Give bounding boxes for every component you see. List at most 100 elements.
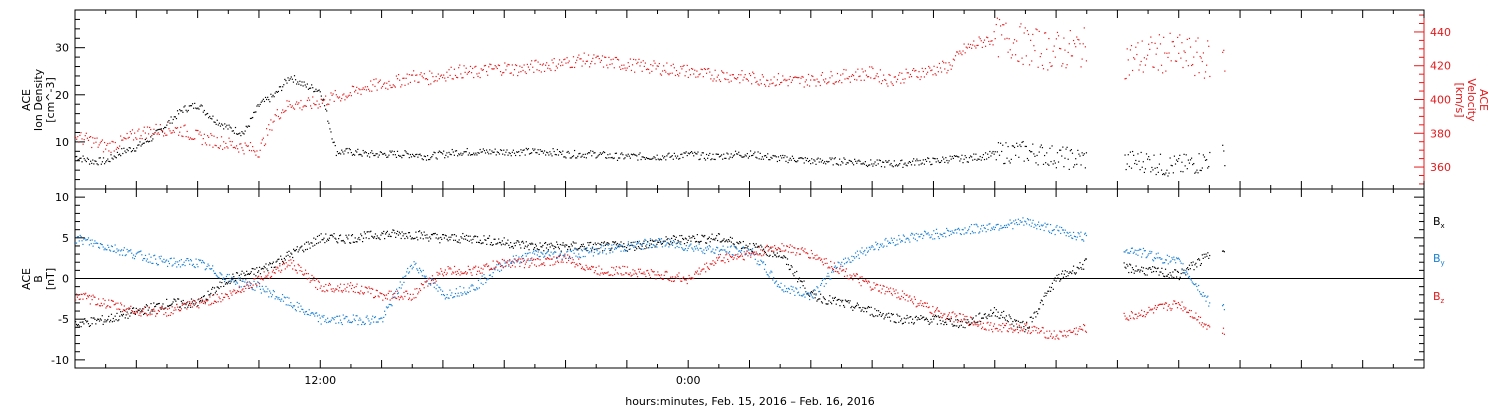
data-point [169, 122, 171, 124]
data-point [795, 277, 797, 280]
data-point [287, 304, 289, 306]
data-point [91, 323, 93, 325]
data-point [830, 278, 832, 280]
data-point [684, 152, 686, 154]
data-point [981, 46, 983, 49]
data-point [216, 293, 218, 296]
data-point [121, 254, 124, 256]
data-point [191, 138, 194, 140]
data-point [208, 304, 210, 306]
data-point [764, 85, 767, 87]
data-point [753, 153, 755, 155]
data-point [329, 128, 331, 130]
data-point [269, 292, 272, 294]
data-point [1067, 51, 1069, 54]
data-point [258, 270, 260, 272]
data-point [466, 73, 468, 75]
data-point [616, 58, 619, 60]
data-point [1006, 226, 1008, 228]
data-point [219, 298, 221, 300]
data-point [139, 312, 141, 314]
data-point [1140, 248, 1142, 251]
data-point [184, 105, 186, 107]
data-point [634, 154, 636, 156]
data-point [885, 79, 887, 81]
data-point [1034, 223, 1036, 225]
data-point [1183, 272, 1185, 274]
data-point [171, 306, 173, 308]
data-point [142, 310, 144, 313]
data-point [86, 157, 89, 159]
data-point [856, 302, 859, 304]
data-point [537, 251, 539, 253]
data-point [1158, 274, 1160, 276]
data-point [665, 71, 667, 73]
data-point [936, 66, 938, 68]
data-point [391, 86, 393, 89]
data-point [1200, 57, 1202, 59]
data-point [682, 248, 684, 250]
data-point [444, 157, 446, 159]
data-point [550, 242, 552, 244]
data-point [929, 237, 931, 239]
data-point [1208, 305, 1210, 307]
data-point [302, 85, 304, 87]
data-point [257, 104, 259, 106]
data-point [576, 59, 578, 61]
data-point [250, 117, 253, 119]
data-point [871, 163, 873, 165]
data-point [404, 275, 406, 278]
data-point [728, 240, 731, 242]
data-point [763, 250, 766, 252]
data-point [160, 255, 162, 257]
data-point [188, 304, 190, 306]
data-point [98, 247, 101, 249]
data-point [947, 230, 950, 232]
data-point [241, 280, 243, 282]
data-point [283, 263, 285, 265]
data-point [342, 151, 344, 153]
data-point [540, 150, 542, 152]
data-point [393, 292, 395, 295]
data-point [931, 234, 933, 236]
data-point [354, 319, 356, 322]
data-point [1041, 225, 1043, 227]
data-point [668, 152, 670, 154]
data-point [804, 287, 806, 289]
data-point [763, 155, 766, 157]
data-point [1045, 295, 1047, 297]
data-point [100, 302, 102, 304]
density-tick-label: 10 [55, 136, 69, 149]
data-point [999, 317, 1001, 319]
data-point [384, 310, 386, 312]
data-point [149, 261, 151, 263]
data-point [476, 154, 478, 156]
data-point [847, 78, 849, 80]
data-point [97, 164, 99, 166]
data-point [488, 153, 490, 155]
data-point [733, 154, 736, 156]
data-point [254, 278, 256, 280]
data-point [205, 268, 207, 270]
data-point [645, 157, 648, 159]
data-point [257, 276, 259, 278]
data-point [1186, 268, 1188, 270]
data-point [799, 286, 801, 289]
data-point [482, 283, 484, 286]
data-point [1011, 145, 1013, 147]
data-point [373, 237, 375, 239]
data-point [778, 83, 781, 86]
data-point [1129, 250, 1132, 253]
data-point [120, 135, 122, 137]
data-point [1184, 165, 1186, 167]
data-point [255, 275, 257, 277]
data-point [1033, 45, 1035, 47]
data-point [259, 103, 261, 106]
data-point [138, 144, 140, 146]
data-point [678, 75, 680, 77]
data-point [421, 158, 423, 160]
data-point [430, 278, 433, 280]
data-point [1195, 40, 1197, 42]
data-point [296, 101, 298, 103]
data-point [972, 159, 974, 161]
